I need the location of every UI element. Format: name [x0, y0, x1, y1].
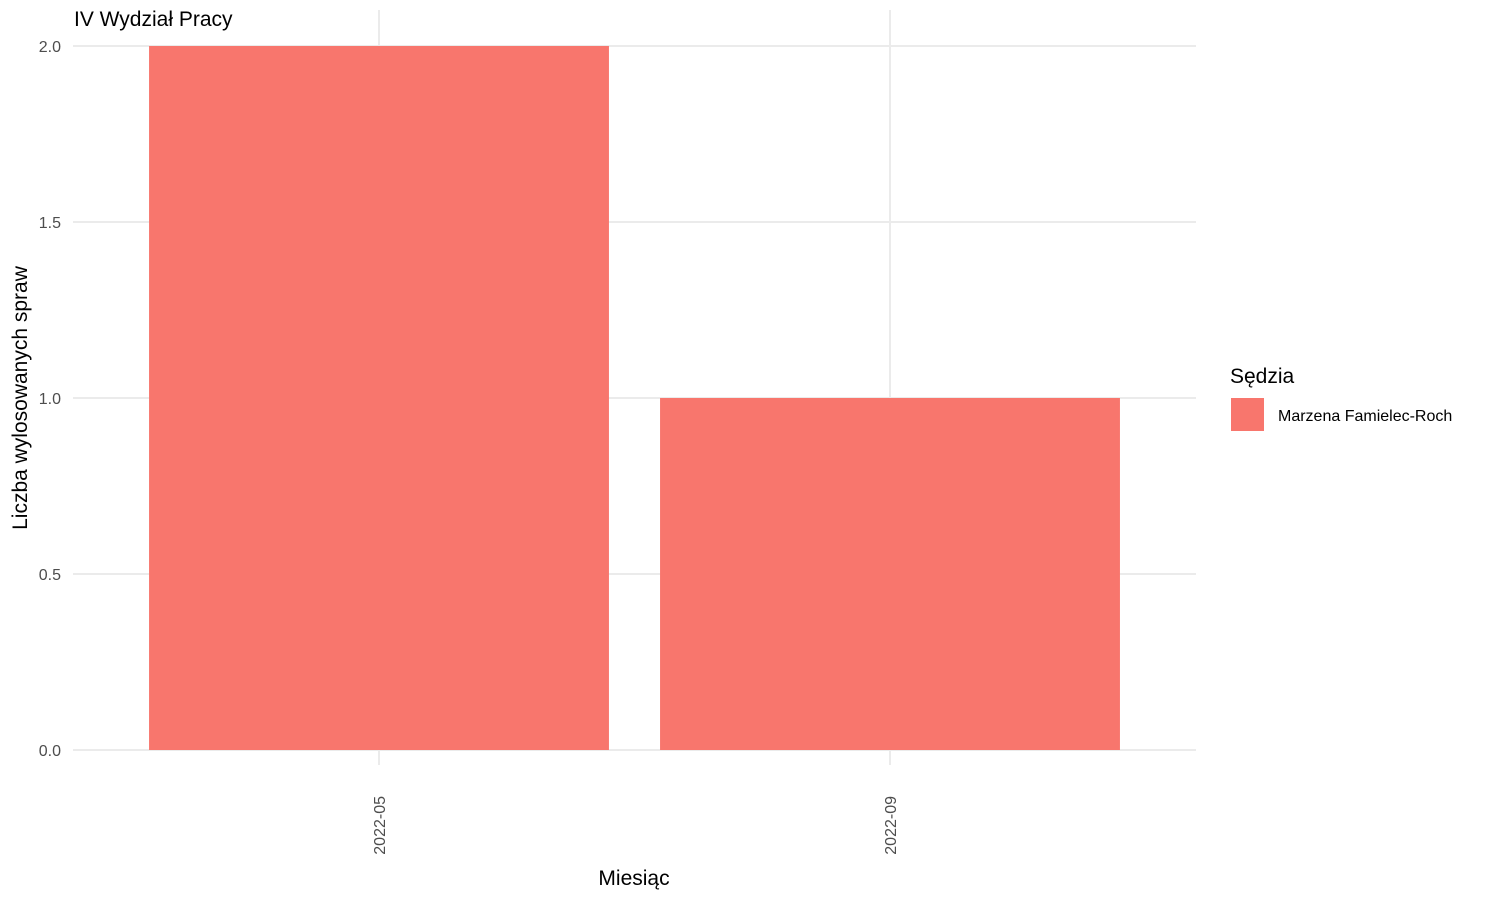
- x-tick-labels: 2022-05 2022-09: [372, 796, 900, 855]
- y-tick-label: 2.0: [39, 39, 61, 56]
- x-axis-title: Miesiąc: [598, 867, 669, 890]
- y-tick-label: 1.5: [39, 215, 61, 232]
- bar-2022-05: [149, 46, 609, 750]
- x-tick-label: 2022-05: [372, 796, 389, 855]
- y-tick-label: 1.0: [39, 391, 61, 408]
- y-tick-label: 0.0: [39, 743, 61, 760]
- legend-key: [1231, 398, 1264, 431]
- y-tick-labels: 0.0 0.5 1.0 1.5 2.0: [39, 39, 61, 760]
- legend: Sędzia Marzena Famielec-Roch: [1230, 365, 1452, 431]
- bars: [149, 46, 1120, 750]
- chart-title: IV Wydział Pracy: [74, 8, 233, 31]
- bar-2022-09: [660, 398, 1120, 750]
- x-tick-label: 2022-09: [883, 796, 900, 855]
- legend-title: Sędzia: [1230, 365, 1295, 388]
- y-tick-label: 0.5: [39, 567, 61, 584]
- legend-label: Marzena Famielec-Roch: [1278, 408, 1452, 425]
- y-axis-title: Liczba wylosowanych spraw: [9, 265, 32, 530]
